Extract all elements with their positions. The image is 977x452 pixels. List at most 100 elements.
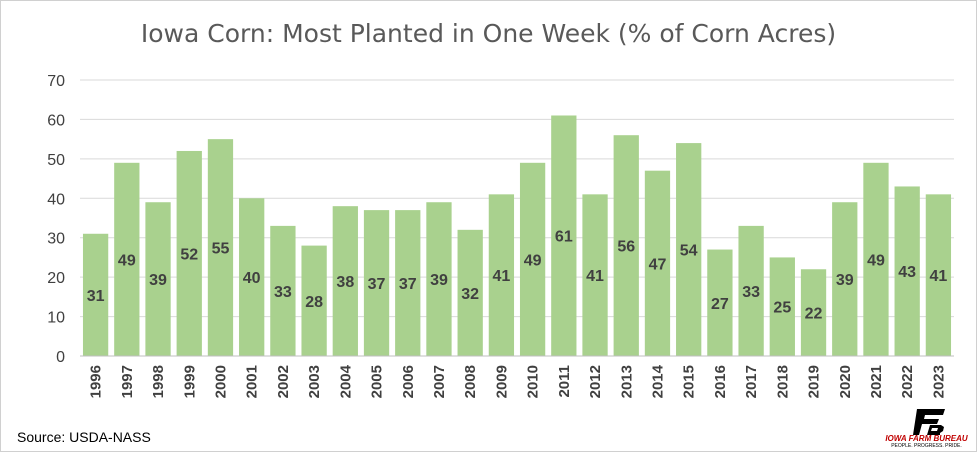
- y-tick-label: 70: [47, 73, 65, 90]
- bar: [207, 139, 234, 356]
- bar: [644, 170, 671, 356]
- x-tick-label: 2017: [743, 365, 760, 398]
- x-tick-label: 2006: [400, 365, 417, 398]
- bar: [863, 162, 889, 356]
- data-label: 31: [87, 288, 105, 305]
- data-label: 49: [118, 252, 136, 269]
- bar: [114, 162, 140, 356]
- bar: [145, 202, 171, 356]
- x-tick-label: 2000: [212, 365, 229, 398]
- bar: [82, 233, 109, 356]
- x-tick-label: 2002: [275, 365, 292, 398]
- chart-title: Iowa Corn: Most Planted in One Week (% o…: [140, 19, 837, 48]
- bar: [363, 210, 390, 356]
- data-label: 39: [836, 272, 854, 289]
- x-tick-label: 1998: [150, 365, 167, 398]
- fb-monogram-icon: [913, 409, 945, 435]
- bar: [676, 143, 702, 356]
- x-tick-label: 2008: [462, 365, 479, 398]
- data-label: 32: [461, 286, 479, 303]
- y-tick-label: 50: [47, 152, 65, 169]
- data-label: 52: [180, 246, 198, 263]
- y-tick-label: 30: [47, 231, 65, 248]
- bar: [332, 206, 358, 356]
- x-tick-label: 1999: [181, 365, 198, 398]
- bar: [457, 229, 483, 356]
- data-label: 37: [399, 276, 417, 293]
- x-tick-label: 2005: [369, 365, 386, 398]
- data-label: 33: [742, 284, 760, 301]
- x-tick-label: 2004: [337, 364, 354, 398]
- bar: [551, 115, 577, 356]
- x-tick-label: 2003: [306, 365, 323, 398]
- data-label: 25: [773, 300, 791, 317]
- bar: [270, 225, 296, 356]
- x-tick-label: 2018: [774, 365, 791, 398]
- x-tick-label: 2019: [806, 365, 823, 398]
- x-tick-label: 2011: [556, 365, 573, 398]
- data-label: 38: [336, 274, 354, 291]
- data-label: 41: [929, 268, 947, 285]
- data-label: 33: [274, 284, 292, 301]
- bar: [925, 194, 952, 356]
- bar: [301, 245, 327, 356]
- data-label: 28: [305, 294, 323, 311]
- x-tick-label: 1996: [88, 365, 105, 398]
- bar: [738, 225, 764, 356]
- data-label: 39: [430, 272, 448, 289]
- data-label: 61: [555, 229, 573, 246]
- data-label: 22: [805, 306, 823, 323]
- bar: [894, 186, 920, 356]
- x-tick-label: 2022: [899, 365, 916, 398]
- x-tick-label: 2014: [649, 364, 666, 398]
- logo-tagline: PEOPLE. PROGRESS. PRIDE.: [891, 443, 962, 449]
- data-label: 49: [524, 252, 542, 269]
- data-label: 39: [149, 272, 167, 289]
- y-tick-label: 20: [47, 270, 65, 287]
- bar: [239, 198, 265, 356]
- y-tick-label: 60: [47, 112, 65, 129]
- data-label: 54: [680, 243, 698, 260]
- x-tick-label: 2009: [493, 365, 510, 398]
- logo-wordmark: IOWA FARM BUREAU: [885, 434, 968, 443]
- data-label: 41: [586, 268, 604, 285]
- bar: [176, 150, 202, 356]
- bar: [707, 249, 733, 356]
- y-tick-label: 10: [47, 310, 65, 327]
- data-label: 41: [492, 268, 510, 285]
- data-label: 37: [368, 276, 386, 293]
- y-tick-label: 40: [47, 191, 65, 208]
- data-label: 55: [212, 241, 230, 258]
- x-tick-label: 2023: [930, 365, 947, 398]
- bar: [582, 194, 608, 356]
- x-tick-label: 2001: [244, 365, 261, 398]
- source-note: Source: USDA-NASS: [17, 429, 151, 445]
- x-tick-label: 2015: [681, 365, 698, 398]
- bar: [519, 162, 546, 356]
- x-tick-label: 1997: [119, 365, 136, 398]
- bar: [769, 257, 795, 356]
- data-label: 47: [649, 256, 667, 273]
- x-tick-label: 2013: [618, 365, 635, 398]
- data-label: 56: [617, 239, 635, 256]
- data-label: 49: [867, 252, 885, 269]
- y-tick-label: 0: [56, 349, 65, 366]
- x-tick-label: 2010: [525, 365, 542, 398]
- x-tick-label: 2020: [837, 365, 854, 398]
- bar: [613, 135, 639, 356]
- data-label: 40: [243, 270, 261, 287]
- bar: [426, 202, 452, 356]
- x-tick-label: 2012: [587, 365, 604, 398]
- data-label: 27: [711, 296, 729, 313]
- bar: [800, 269, 827, 356]
- x-tick-label: 2007: [431, 365, 448, 398]
- x-tick-label: 2016: [712, 365, 729, 398]
- bar: [488, 194, 515, 356]
- x-tick-label: 2021: [868, 365, 885, 398]
- farm-bureau-logo: IOWA FARM BUREAU PEOPLE. PROGRESS. PRIDE…: [879, 409, 974, 451]
- data-label: 43: [898, 264, 916, 281]
- bar: [395, 210, 421, 356]
- bar: [832, 202, 858, 356]
